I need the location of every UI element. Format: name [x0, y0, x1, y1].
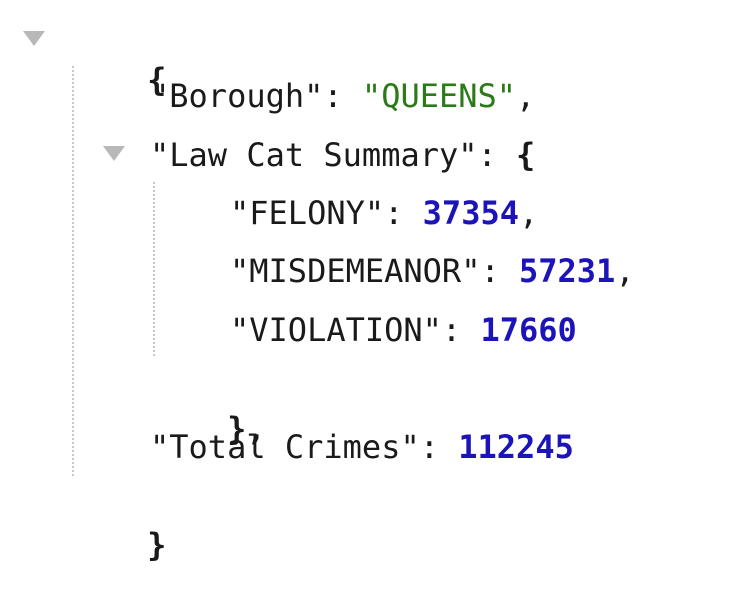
collapse-root-triangle-icon[interactable] — [23, 31, 45, 46]
violation-row: "VIOLATION": 17660 — [230, 311, 577, 349]
law-cat-summary-indent-guide — [153, 182, 155, 356]
root-indent-guide — [72, 66, 74, 476]
total-crimes-key: "Total Crimes" — [150, 428, 420, 466]
collapse-law-cat-summary-triangle-icon[interactable] — [103, 146, 125, 161]
felony-row: "FELONY": 37354, — [230, 194, 539, 232]
borough-value: "QUEENS" — [361, 77, 517, 115]
law-cat-summary-close-brace: }, — [227, 410, 266, 448]
root-open-brace: { — [147, 61, 167, 99]
felony-value: 37354 — [422, 194, 519, 232]
law-cat-summary-key: "Law Cat Summary" — [150, 136, 478, 174]
misdemeanor-row: "MISDEMEANOR": 57231, — [230, 252, 635, 290]
borough-key: "Borough" — [150, 77, 324, 115]
root-close-brace: } — [147, 526, 167, 564]
total-crimes-row: "Total Crimes": 112245 — [150, 428, 574, 466]
law-cat-summary-open-brace: { — [516, 136, 536, 174]
violation-key: "VIOLATION" — [230, 311, 442, 349]
root-close-brace-line: } — [70, 485, 166, 564]
law-cat-summary-close-line: }, — [150, 369, 266, 448]
law-cat-summary-row: "Law Cat Summary": { — [150, 136, 536, 174]
json-viewer: { "Borough": "QUEENS", "Law Cat Summary"… — [23, 20, 635, 564]
misdemeanor-value: 57231 — [518, 252, 616, 290]
violation-value: 17660 — [480, 311, 577, 349]
misdemeanor-key: "MISDEMEANOR" — [230, 252, 481, 290]
borough-row: "Borough": "QUEENS", — [150, 77, 536, 115]
felony-key: "FELONY" — [230, 194, 385, 232]
total-crimes-value: 112245 — [458, 428, 574, 466]
root-open-brace-line: { — [70, 20, 166, 99]
